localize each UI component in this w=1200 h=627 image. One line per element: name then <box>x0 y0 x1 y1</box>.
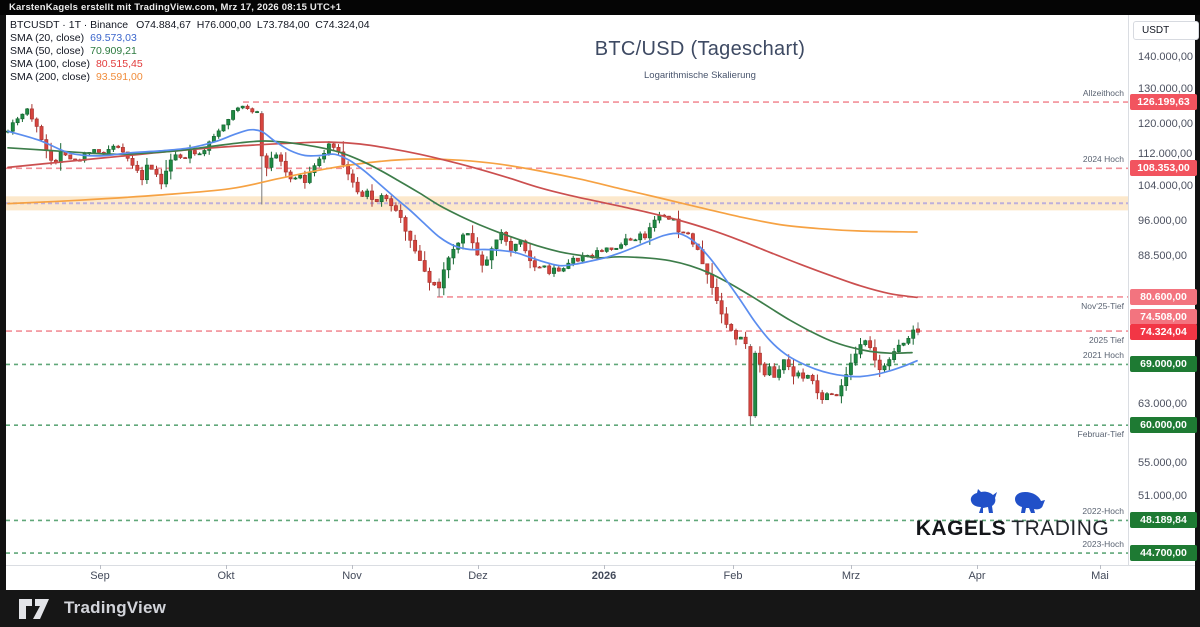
sma200-value: 93.591,00 <box>95 71 143 83</box>
right-frame-strip <box>1195 15 1200 590</box>
time-tick-mark <box>977 565 978 569</box>
ohlc-values: O74.884,67 H76.000,00 L73.784,00 C74.324… <box>136 19 370 31</box>
level-label: 2023-Hoch <box>1082 539 1124 550</box>
time-tick-label: 2026 <box>591 570 617 582</box>
price-tick-label: 63.000,00 <box>1138 398 1187 410</box>
tradingview-logo-icon[interactable] <box>18 598 56 620</box>
sma20-line <box>7 128 918 378</box>
time-tick-label: Dez <box>468 570 488 582</box>
price-badge: 126.199,63 <box>1130 94 1197 111</box>
time-tick-label: Mrz <box>841 570 861 582</box>
price-badge: 80.600,00 <box>1130 288 1197 305</box>
brand-light: TRADING <box>1011 517 1110 540</box>
brand-bold: KAGELS <box>915 517 1007 540</box>
sma50-value: 70.909,21 <box>90 45 137 57</box>
attribution-bar: KarstenKagels erstellt mit TradingView.c… <box>0 0 1200 15</box>
time-tick-mark <box>352 565 353 569</box>
legend: BTCUSDT · 1T · Binance O74.884,67 H76.000… <box>10 19 370 84</box>
symbol-text: BTCUSDT · 1T · Binance <box>10 19 129 31</box>
price-axis-separator <box>1128 15 1129 565</box>
time-tick-label: Feb <box>723 570 743 582</box>
price-tick-label: 88.500,00 <box>1138 250 1187 263</box>
level-label: 2025 Tief <box>1089 335 1124 346</box>
bear-icon <box>1014 492 1045 513</box>
time-tick-label: Mai <box>1091 570 1109 582</box>
time-tick-label: Nov <box>342 570 362 582</box>
legend-sma20-row: SMA (20, close) 69.573,03 <box>10 32 370 45</box>
bull-icon <box>970 489 997 513</box>
sma50-label: SMA (50, close) <box>10 45 85 57</box>
price-tick-label: 130.000,00 <box>1138 83 1194 96</box>
price-badge: 69.000,00 <box>1130 356 1197 373</box>
legend-symbol-row: BTCUSDT · 1T · Binance O74.884,67 H76.000… <box>10 19 370 32</box>
chart-title-block: BTC/USD (Tageschart) Logarithmische Skal… <box>540 38 860 81</box>
time-tick-mark <box>1100 565 1101 569</box>
level-label: 2024 Hoch <box>1082 154 1124 165</box>
price-badge: 44.700,00 <box>1130 545 1197 562</box>
time-axis-separator <box>6 565 1195 566</box>
price-badge: 74.508,00 <box>1130 309 1197 326</box>
legend-sma50-row: SMA (50, close) 70.909,21 <box>10 45 370 58</box>
legend-sma200-row: SMA (200, close) 93.591,00 <box>10 71 370 84</box>
time-tick-label: Sep <box>90 570 110 582</box>
sma200-line <box>7 158 918 233</box>
price-tick-label: 104.000,00 <box>1138 180 1194 193</box>
price-badge: 108.353,00 <box>1130 160 1197 177</box>
time-tick-mark <box>604 565 605 569</box>
sma200-label: SMA (200, close) <box>10 71 90 83</box>
sma100-line <box>7 141 918 299</box>
sma100-label: SMA (100, close) <box>10 58 90 70</box>
chart-subtitle: Logarithmische Skalierung <box>644 70 756 81</box>
level-label: 2021 Hoch <box>1082 350 1124 361</box>
sma100-value: 80.515,45 <box>95 58 143 70</box>
time-tick-mark <box>478 565 479 569</box>
price-tick-label: 112.000,00 <box>1138 148 1193 160</box>
price-badge: 60.000,00 <box>1130 417 1197 434</box>
tradingview-brand-text[interactable]: TradingView <box>64 598 167 617</box>
time-tick-mark <box>100 565 101 569</box>
time-tick-mark <box>851 565 852 569</box>
time-tick-label: Apr <box>968 570 986 582</box>
price-tick-label: 96.000,00 <box>1138 214 1187 227</box>
level-label: Februar-Tief <box>1077 429 1124 440</box>
level-label: 2022-Hoch <box>1082 506 1124 517</box>
time-tick-mark <box>733 565 734 569</box>
price-badge: 48.189,84 <box>1130 512 1197 529</box>
price-tick-label: 140.000,00 <box>1138 51 1194 63</box>
time-tick-label: Okt <box>217 570 235 582</box>
legend-sma100-row: SMA (100, close) 80.515,45 <box>10 58 370 71</box>
attribution-text: KarstenKagels erstellt mit TradingView.c… <box>9 2 342 13</box>
price-tick-label: 120.000,00 <box>1138 118 1194 130</box>
price-tick-label: 51.000,00 <box>1138 489 1187 502</box>
level-label: Allzeithoch <box>1082 88 1124 99</box>
kagels-watermark: KAGELS TRADING <box>905 488 1120 541</box>
sma20-value: 69.573,03 <box>90 32 137 44</box>
footer-bar: TradingView <box>0 590 1200 627</box>
currency-button[interactable]: USDT <box>1133 21 1199 40</box>
left-frame-strip <box>0 15 6 590</box>
level-label: Nov'25-Tief <box>1081 300 1124 311</box>
price-tick-label: 55.000,00 <box>1138 457 1187 469</box>
price-badge: 74.324,04 <box>1130 324 1197 341</box>
sma50-line <box>7 140 913 355</box>
chart-background <box>0 15 1200 590</box>
kagels-brand-text: KAGELS TRADING <box>905 517 1120 541</box>
chart-title: BTC/USD (Tageschart) <box>594 38 806 60</box>
sma20-label: SMA (20, close) <box>10 32 85 44</box>
time-tick-mark <box>226 565 227 569</box>
candlesticks <box>6 104 920 426</box>
